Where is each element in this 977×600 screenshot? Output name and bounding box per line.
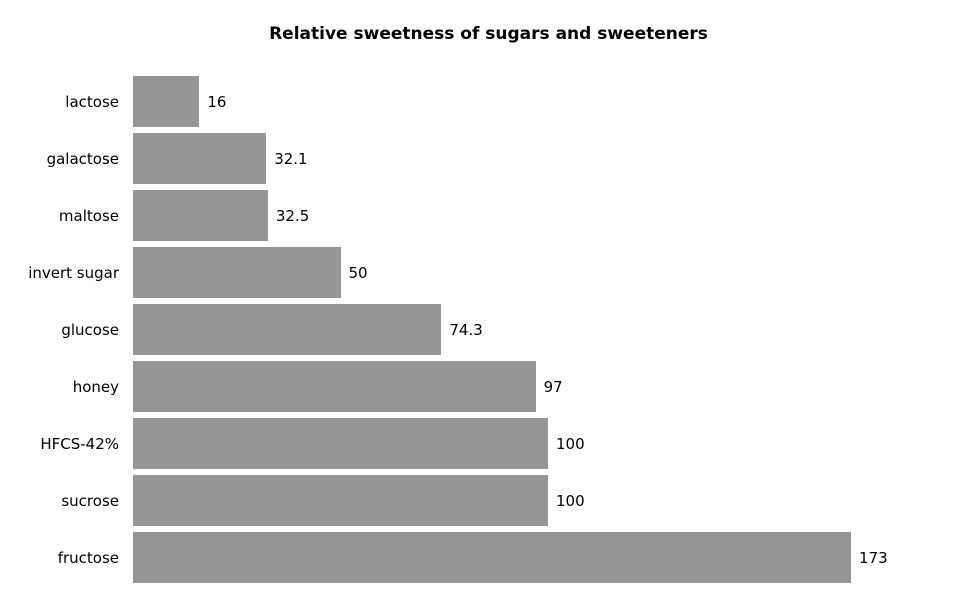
value-label: 32.1 [274, 149, 308, 168]
value-label: 32.5 [275, 206, 310, 225]
bar [133, 133, 267, 184]
category-label: lactose [65, 92, 119, 111]
category-label: honey [72, 377, 119, 396]
bar [133, 532, 851, 583]
bar [133, 304, 442, 355]
value-label: 74.3 [449, 320, 483, 339]
category-label: galactose [46, 149, 119, 168]
category-label: HFCS-42% [40, 434, 119, 453]
bar-row: honey 97 [0, 361, 977, 412]
category-label: fructose [57, 548, 119, 567]
value-label: 97 [543, 377, 563, 396]
chart-title: Relative sweetness of sugars and sweeten… [269, 24, 708, 44]
bar-row: lactose 16 [0, 76, 977, 127]
bar-chart: lactose 16 galactose 32.1 maltose 32.5 invert … [0, 76, 977, 583]
bar-row: maltose 32.5 [0, 190, 977, 241]
value-label: 100 [556, 434, 585, 453]
category-label: glucose [61, 320, 119, 339]
category-label: invert sugar [28, 263, 119, 282]
bar-row: invert sugar 50 [0, 247, 977, 298]
value-label: 16 [207, 92, 227, 111]
bar [133, 475, 548, 526]
value-label: 100 [556, 491, 585, 510]
bar-row: fructose 173 [0, 532, 977, 583]
category-label: sucrose [61, 491, 119, 510]
bar-row: galactose 32.1 [0, 133, 977, 184]
bar [133, 247, 341, 298]
bar [133, 76, 200, 127]
bar-row: sucrose 100 [0, 475, 977, 526]
bar-row: glucose 74.3 [0, 304, 977, 355]
bar-row: HFCS-42% 100 [0, 418, 977, 469]
bar [133, 361, 536, 412]
value-label: 50 [348, 263, 368, 282]
category-label: maltose [58, 206, 119, 225]
value-label: 173 [859, 548, 888, 567]
bar [133, 190, 268, 241]
bar [133, 418, 548, 469]
